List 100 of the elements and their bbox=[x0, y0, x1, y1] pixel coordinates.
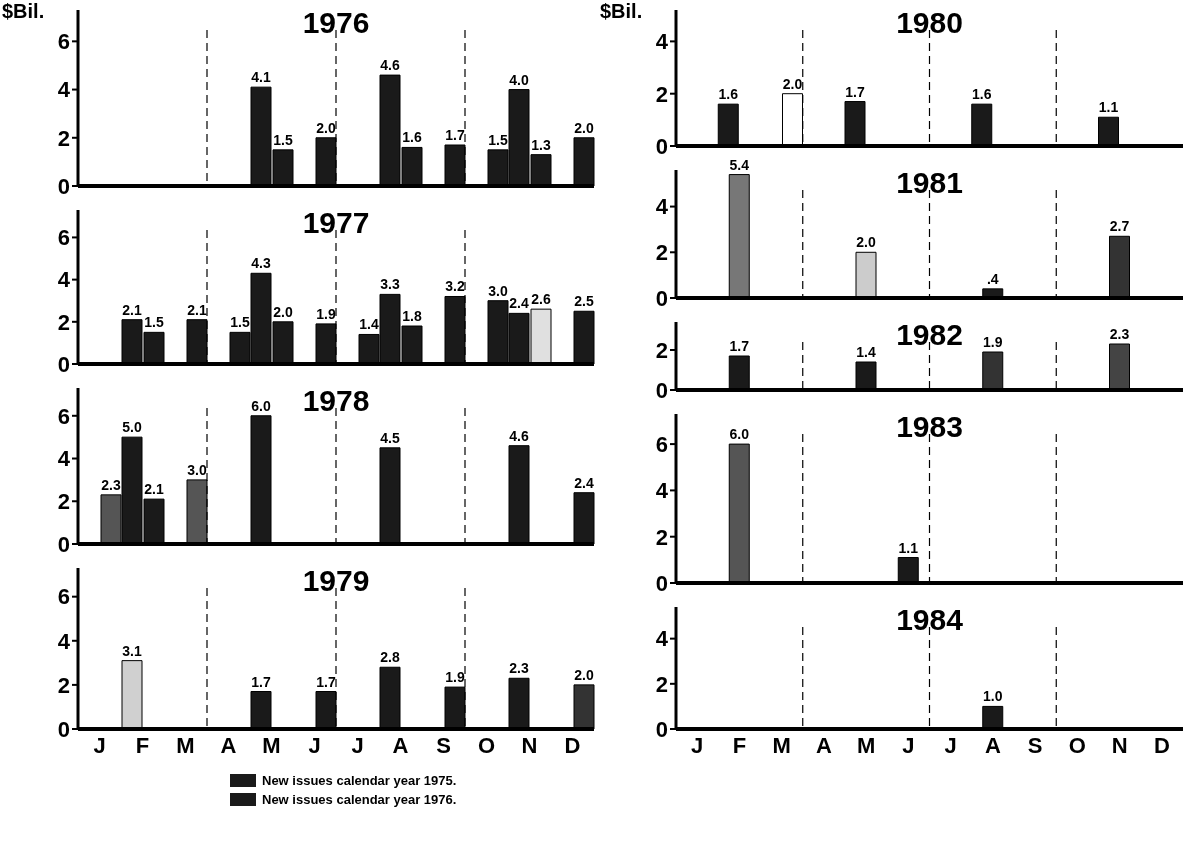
chart-title: 1980 bbox=[895, 6, 964, 40]
x-tick-label: D bbox=[1153, 732, 1170, 758]
data-label: 2.4 bbox=[509, 295, 529, 312]
data-label: 5.0 bbox=[122, 419, 142, 436]
x-tick-label: O bbox=[1068, 732, 1086, 758]
y-tick-label: 6 bbox=[57, 584, 70, 610]
data-label: 3.2 bbox=[445, 278, 465, 295]
data-label: 2.0 bbox=[273, 303, 293, 320]
y-tick-label: 2 bbox=[655, 524, 668, 550]
data-label: 1.7 bbox=[251, 673, 271, 690]
y-tick-label: 4 bbox=[57, 628, 71, 654]
data-label: 1.7 bbox=[845, 83, 865, 100]
x-tick-label: M bbox=[856, 732, 876, 758]
data-label: .4 bbox=[986, 270, 999, 287]
chart-title: 1982 bbox=[896, 318, 963, 351]
data-label: 1.4 bbox=[856, 344, 876, 360]
x-tick-label: A bbox=[815, 732, 832, 758]
chart-title: 1979 bbox=[301, 564, 371, 598]
x-tick-label: S bbox=[1027, 732, 1043, 758]
x-tick-label: N bbox=[1111, 732, 1128, 758]
data-label: 1.5 bbox=[488, 131, 508, 148]
y-tick-label: 0 bbox=[655, 133, 668, 159]
y-tick-label: 2 bbox=[57, 309, 70, 335]
data-label: 6.0 bbox=[251, 397, 271, 414]
y-tick-label: 6 bbox=[57, 225, 70, 251]
data-label: 4.6 bbox=[509, 427, 529, 444]
data-label: 3.0 bbox=[187, 461, 207, 478]
x-tick-label: J bbox=[351, 732, 364, 758]
y-tick-label: 0 bbox=[57, 716, 70, 742]
chart-title: 1984 bbox=[895, 603, 964, 637]
data-label: 1.8 bbox=[402, 308, 422, 325]
data-label: 4.3 bbox=[251, 255, 271, 272]
y-tick-label: 4 bbox=[57, 77, 71, 103]
data-label: 3.3 bbox=[380, 276, 400, 293]
data-label: 1.4 bbox=[359, 316, 379, 333]
data-label: 1.9 bbox=[983, 334, 1003, 350]
x-tick-label: N bbox=[521, 732, 538, 758]
y-tick-label: 0 bbox=[655, 377, 668, 403]
data-label: 2.4 bbox=[574, 474, 594, 491]
data-label: 2.0 bbox=[316, 119, 336, 136]
y-tick-label: 2 bbox=[655, 337, 668, 363]
y-tick-label: 4 bbox=[655, 194, 669, 220]
data-label: 4.1 bbox=[251, 69, 271, 86]
y-tick-label: 4 bbox=[57, 446, 71, 472]
data-label: 4.0 bbox=[509, 71, 529, 88]
chart-title: 1977 bbox=[301, 206, 371, 240]
x-tick-label: J bbox=[691, 732, 704, 758]
x-tick-label: M bbox=[262, 732, 281, 758]
data-label: 2.3 bbox=[1109, 326, 1130, 342]
data-label: 4.6 bbox=[380, 57, 400, 74]
data-label: 2.1 bbox=[122, 301, 142, 318]
y-tick-label: 2 bbox=[57, 489, 70, 515]
data-label: 3.1 bbox=[122, 642, 142, 659]
x-tick-label: J bbox=[308, 732, 321, 758]
x-tick-label: A bbox=[392, 732, 409, 758]
y-tick-label: 4 bbox=[655, 478, 669, 504]
data-label: 1.9 bbox=[316, 305, 336, 322]
y-tick-label: 0 bbox=[655, 716, 668, 742]
x-tick-label: M bbox=[772, 732, 791, 758]
y-tick-label: 2 bbox=[655, 671, 668, 697]
x-tick-label: M bbox=[176, 732, 195, 758]
y-tick-label: 4 bbox=[655, 626, 669, 652]
y-tick-label: 2 bbox=[57, 672, 70, 698]
chart-title: 1976 bbox=[301, 6, 371, 40]
data-label: 1.0 bbox=[983, 688, 1003, 705]
data-label: 1.7 bbox=[729, 338, 750, 354]
chart-title: 1983 bbox=[896, 410, 963, 443]
data-label: 1.7 bbox=[445, 127, 465, 144]
x-tick-label: O bbox=[477, 732, 496, 758]
data-label: 2.0 bbox=[574, 119, 594, 136]
x-tick-label: J bbox=[93, 732, 106, 758]
data-label: 3.0 bbox=[488, 282, 508, 299]
text: New issues calendar year 1975. bbox=[262, 773, 457, 788]
y-tick-label: 6 bbox=[655, 431, 668, 457]
y-tick-label: 2 bbox=[57, 125, 70, 151]
y-tick-label: 2 bbox=[655, 81, 668, 107]
x-tick-label: J bbox=[944, 732, 957, 758]
data-label: 2.0 bbox=[574, 666, 594, 683]
y-axis-title: $Bil. bbox=[2, 0, 45, 23]
data-label: 6.0 bbox=[729, 426, 750, 443]
chart-title: 1981 bbox=[896, 166, 963, 199]
y-tick-label: 0 bbox=[57, 351, 70, 377]
data-label: 2.0 bbox=[856, 234, 876, 251]
data-label: 1.5 bbox=[273, 131, 293, 148]
x-tick-label: F bbox=[732, 732, 747, 758]
x-tick-label: A bbox=[220, 732, 237, 758]
data-label: 2.3 bbox=[509, 660, 529, 677]
y-tick-label: 0 bbox=[57, 531, 70, 557]
data-label: 2.1 bbox=[187, 301, 207, 318]
y-axis-title: $Bil. bbox=[600, 0, 643, 23]
y-tick-label: 2 bbox=[655, 240, 668, 266]
data-label: 1.5 bbox=[144, 314, 164, 331]
y-tick-label: 0 bbox=[655, 285, 668, 311]
chart-title: 1978 bbox=[302, 384, 370, 417]
data-label: 1.9 bbox=[445, 669, 465, 686]
data-label: 5.4 bbox=[729, 156, 750, 173]
data-label: 1.6 bbox=[402, 129, 422, 146]
data-label: 2.6 bbox=[531, 291, 551, 308]
data-label: 2.0 bbox=[782, 75, 803, 92]
y-tick-label: 6 bbox=[57, 403, 70, 429]
